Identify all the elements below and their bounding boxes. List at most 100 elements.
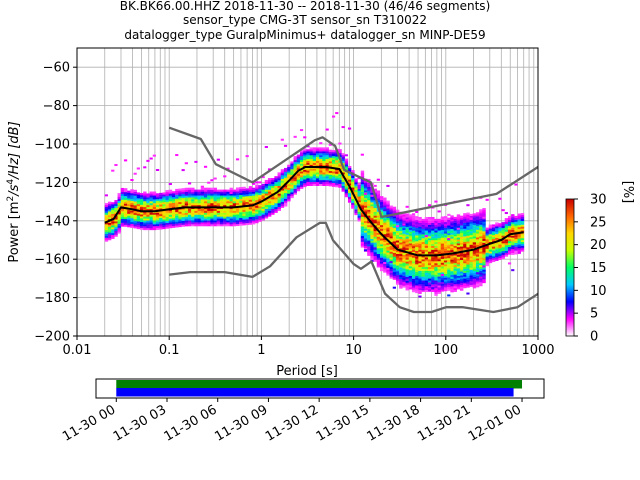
heatmap-cell: [210, 214, 214, 217]
heatmap-cell: [482, 238, 486, 241]
heatmap-cell: [434, 257, 438, 260]
heatmap-cell: [418, 224, 422, 227]
heatmap-cell: [408, 264, 413, 267]
heatmap-cell: [120, 193, 125, 196]
heatmap-cell: [187, 203, 192, 206]
heatmap-cell: [344, 173, 349, 177]
heatmap-cell: [245, 203, 249, 206]
heatmap-cell: [136, 196, 141, 199]
heatmap-cell: [114, 228, 118, 231]
heatmap-cell: [181, 191, 185, 195]
heatmap-cell: [213, 177, 217, 180]
heatmap-cell: [181, 213, 185, 216]
heatmap-cell: [434, 286, 438, 289]
heatmap-cell: [367, 232, 371, 235]
heatmap-cell: [437, 291, 441, 294]
heatmap-cell: [408, 277, 413, 280]
heatmap-cell: [431, 272, 435, 275]
heatmap-cell: [175, 194, 179, 197]
heatmap-cell: [495, 243, 499, 246]
heatmap-cell: [280, 188, 285, 191]
heatmap-cell: [431, 270, 435, 273]
heatmap-cell: [475, 256, 480, 259]
heatmap-cell: [146, 199, 150, 202]
heatmap-cell: [203, 222, 208, 225]
heatmap-cell: [379, 260, 384, 263]
heatmap-cell: [482, 229, 486, 232]
heatmap-cell: [287, 168, 291, 171]
heatmap-cell: [293, 161, 297, 164]
heatmap-cell: [255, 184, 259, 187]
heatmap-cell: [168, 214, 173, 217]
heatmap-cell: [210, 224, 214, 227]
heatmap-cell: [117, 216, 121, 219]
heatmap-cell: [283, 167, 288, 171]
heatmap-cell: [498, 253, 502, 257]
heatmap-cell: [168, 191, 173, 194]
heatmap-cell: [373, 253, 377, 257]
heatmap-cell: [223, 220, 227, 223]
heatmap-cell: [360, 182, 365, 185]
heatmap-cell: [322, 158, 326, 161]
heatmap-cell: [280, 198, 285, 201]
heatmap-cell: [431, 220, 435, 223]
heatmap-cell: [120, 189, 125, 193]
heatmap-cell: [379, 244, 384, 247]
heatmap-cell: [264, 201, 269, 204]
y-tick-label: −80: [43, 99, 70, 114]
heatmap-cell: [181, 224, 185, 227]
heatmap-cell: [427, 222, 432, 225]
heatmap-cell: [367, 203, 371, 207]
heatmap-cell: [309, 176, 313, 179]
heatmap-cell: [411, 219, 416, 222]
heatmap-cell: [386, 273, 390, 276]
heatmap-cell: [408, 262, 413, 265]
heatmap-cell: [479, 243, 483, 246]
heatmap-cell: [399, 276, 403, 280]
heatmap-cell: [149, 220, 153, 223]
heatmap-cell: [434, 230, 438, 233]
heatmap-cell: [485, 254, 489, 257]
heatmap-cell: [187, 197, 192, 200]
heatmap-cell: [219, 212, 224, 215]
heatmap-cell: [392, 210, 397, 213]
heatmap-cell: [127, 217, 131, 220]
heatmap-cell: [191, 224, 195, 227]
heatmap-cell: [264, 202, 269, 206]
heatmap-cell: [328, 165, 333, 168]
heatmap-cell: [306, 162, 310, 165]
heatmap-cell: [360, 189, 365, 192]
heatmap-cell: [514, 246, 518, 249]
heatmap-cell: [296, 166, 301, 169]
heatmap-cell: [203, 208, 208, 211]
heatmap-cell: [187, 182, 192, 185]
heatmap-cell: [437, 270, 441, 273]
heatmap-cell: [203, 204, 208, 208]
heatmap-cell: [123, 222, 128, 225]
heatmap-cell: [450, 272, 454, 276]
heatmap-cell: [399, 215, 403, 218]
colorbar-gradient: [565, 198, 575, 337]
heatmap-cell: [370, 257, 374, 261]
heatmap-cell: [450, 271, 454, 274]
heatmap-cell: [415, 264, 419, 267]
heatmap-cell: [392, 264, 397, 267]
heatmap-cell: [469, 221, 473, 224]
heatmap-cell: [264, 193, 269, 196]
heatmap-cell: [264, 145, 268, 148]
heatmap-cell: [415, 221, 419, 225]
heatmap-cell: [434, 222, 438, 225]
heatmap-cell: [447, 288, 451, 291]
heatmap-cell: [152, 220, 157, 223]
heatmap-cell: [274, 206, 278, 210]
heatmap-cell: [239, 202, 243, 205]
heatmap-cell: [328, 180, 333, 183]
heatmap-cell: [216, 197, 221, 200]
heatmap-cell: [328, 174, 333, 177]
heatmap-cell: [482, 267, 486, 270]
heatmap-cell: [319, 147, 323, 150]
heatmap-cell: [411, 284, 416, 287]
heatmap-cell: [299, 152, 304, 155]
heatmap-cell: [427, 276, 432, 279]
